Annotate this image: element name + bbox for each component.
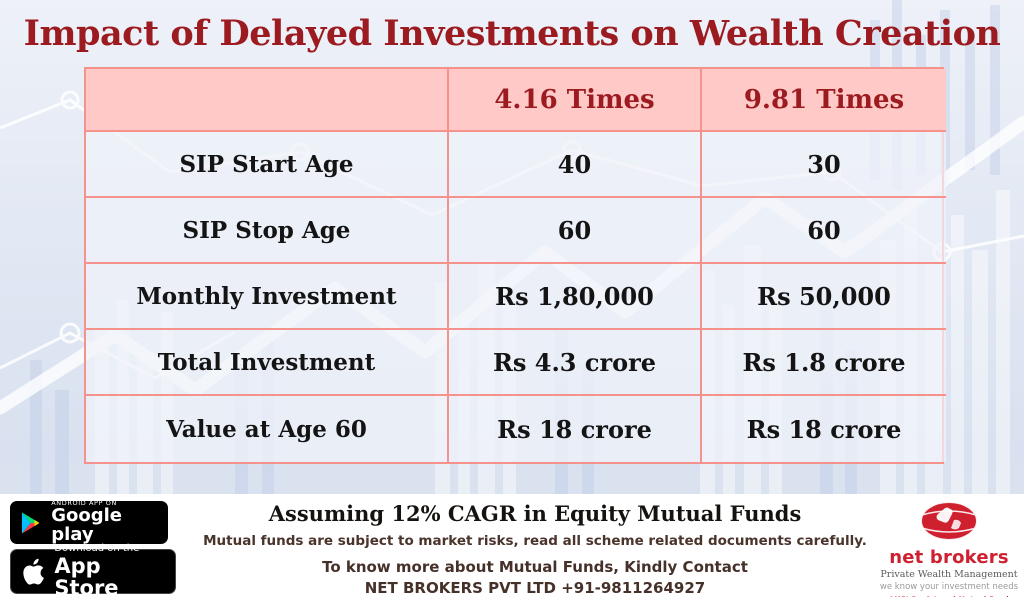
row-label-sip-start-age: SIP Start Age bbox=[86, 132, 449, 198]
sip-comparison-table: 4.16 Times 9.81 Times SIP Start Age 40 3… bbox=[84, 67, 946, 464]
google-play-badge-line1: ANDROID APP ON bbox=[51, 499, 117, 508]
contact-line2: NET BROKERS PVT LTD +91-9811264927 bbox=[364, 579, 706, 597]
brand-tagline-1: Private Wealth Management bbox=[880, 569, 1018, 580]
net-brokers-logo: net brokers Private Wealth Management we… bbox=[874, 494, 1024, 597]
app-store-badge[interactable]: Download on the App Store bbox=[10, 544, 176, 597]
apple-logo-icon bbox=[23, 558, 44, 585]
app-store-badge-line2: App Store bbox=[54, 553, 119, 597]
store-badges: ANDROID APP ON Google play Download on t… bbox=[0, 494, 196, 597]
page-title: Impact of Delayed Investments on Wealth … bbox=[23, 13, 1001, 54]
footer: ANDROID APP ON Google play Download on t… bbox=[0, 494, 1024, 597]
sip-stop-age-scenario2: 60 bbox=[702, 198, 946, 264]
google-play-badge[interactable]: ANDROID APP ON Google play bbox=[10, 499, 168, 545]
brand-tagline-2: we know your investment needs bbox=[879, 582, 1019, 592]
google-play-triangle-icon bbox=[21, 511, 40, 534]
sip-start-age-scenario1: 40 bbox=[449, 132, 702, 198]
globe-logo-icon bbox=[920, 501, 978, 541]
row-label-monthly-investment: Monthly Investment bbox=[86, 264, 449, 330]
sip-stop-age-scenario1: 60 bbox=[449, 198, 702, 264]
row-label-value-at-60: Value at Age 60 bbox=[86, 396, 449, 462]
app-store-badge-line1: Download on the bbox=[54, 543, 140, 555]
assumption-text: Assuming 12% CAGR in Equity Mutual Funds bbox=[268, 501, 802, 526]
disclaimer-text: Mutual funds are subject to market risks… bbox=[203, 533, 867, 549]
footer-text-block: Assuming 12% CAGR in Equity Mutual Funds… bbox=[196, 494, 874, 597]
table-header-multiple-1: 4.16 Times bbox=[449, 69, 702, 132]
value-at-60-scenario2: Rs 18 crore bbox=[702, 396, 946, 462]
table-header-empty bbox=[86, 69, 449, 132]
monthly-investment-scenario1: Rs 1,80,000 bbox=[449, 264, 702, 330]
table-header-multiple-2: 9.81 Times bbox=[702, 69, 946, 132]
sip-start-age-scenario2: 30 bbox=[702, 132, 946, 198]
google-play-badge-line2: Google play bbox=[51, 505, 123, 545]
brand-name: net brokers bbox=[889, 547, 1009, 568]
row-label-total-investment: Total Investment bbox=[86, 330, 449, 396]
row-label-sip-stop-age: SIP Stop Age bbox=[86, 198, 449, 264]
total-investment-scenario2: Rs 1.8 crore bbox=[702, 330, 946, 396]
total-investment-scenario1: Rs 4.3 crore bbox=[449, 330, 702, 396]
value-at-60-scenario1: Rs 18 crore bbox=[449, 396, 702, 462]
monthly-investment-scenario2: Rs 50,000 bbox=[702, 264, 946, 330]
contact-line1: To know more about Mutual Funds, Kindly … bbox=[322, 558, 748, 576]
